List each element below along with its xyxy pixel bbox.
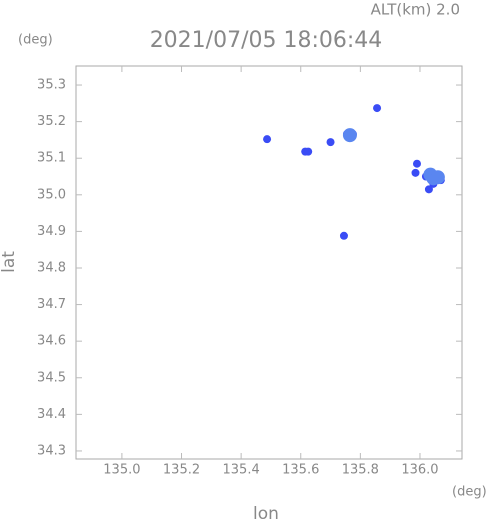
y-axis-label: lat [0,251,19,273]
x-tick-label: 135.6 [282,463,319,478]
altitude-label: ALT(km) 2.0 [371,1,460,19]
y-tick-label: 35.1 [37,151,66,166]
x-tick-label: 135.8 [342,463,379,478]
echo-point [373,104,382,113]
y-tick-label: 34.5 [37,370,66,385]
echo-point [263,135,272,144]
x-tick-label: 135.2 [163,463,200,478]
x-unit: (deg) [452,485,487,500]
chart-title: 2021/07/05 18:06:44 [150,28,383,53]
y-tick-label: 35.2 [37,114,66,129]
echo-point [411,168,420,177]
y-tick-label: 34.9 [37,224,66,239]
echo-point [339,231,348,240]
echo-point [424,185,433,194]
y-tick-label: 34.8 [37,260,66,275]
echo-point [430,170,445,185]
y-tick-label: 34.7 [37,297,66,312]
echo-point [342,128,357,143]
x-tick-label: 135.0 [103,463,140,478]
y-tick-label: 34.6 [37,334,66,349]
y-tick-label: 35.0 [37,187,66,202]
plot-frame [75,65,463,460]
x-tick-label: 136.0 [401,463,438,478]
x-axis-label: lon [253,504,279,521]
echo-point [326,138,335,147]
echo-point [304,147,313,156]
echo-point [412,159,421,168]
y-tick-label: 34.3 [37,443,66,458]
x-tick-label: 135.4 [223,463,260,478]
y-tick-label: 35.3 [37,78,66,93]
y-unit: (deg) [18,33,53,48]
y-tick-label: 34.4 [37,407,66,422]
